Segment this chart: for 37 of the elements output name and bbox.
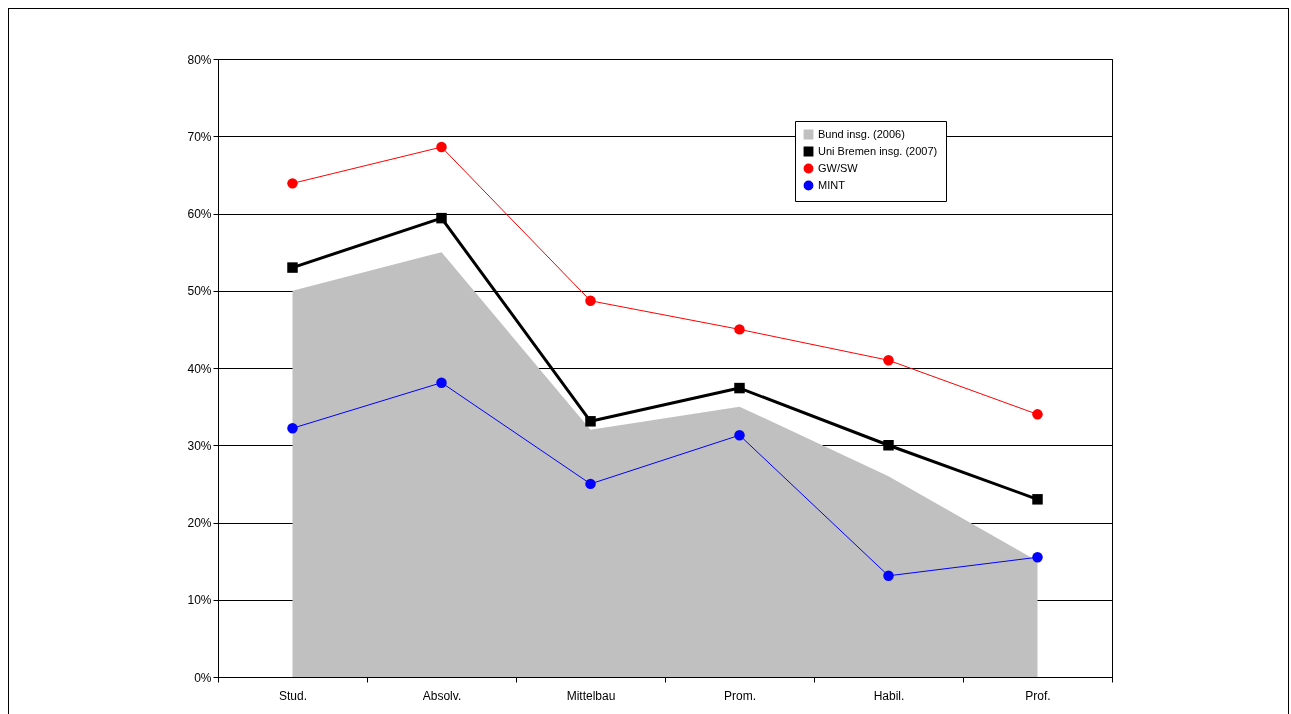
legend-label: MINT bbox=[818, 178, 846, 191]
point bbox=[287, 178, 298, 189]
point bbox=[1032, 552, 1043, 563]
y-tick-label: 10% bbox=[187, 593, 212, 608]
point bbox=[1032, 494, 1043, 505]
x-tick-label: Absolv. bbox=[422, 688, 462, 703]
y-tick-label: 80% bbox=[187, 52, 212, 67]
y-tick-label: 30% bbox=[187, 438, 212, 453]
legend-label: Bund insg. (2006) bbox=[818, 127, 905, 140]
y-tick-label: 40% bbox=[187, 361, 212, 376]
point bbox=[585, 416, 596, 427]
point bbox=[734, 324, 745, 335]
x-tick-label: Prof. bbox=[1025, 688, 1051, 703]
point bbox=[883, 570, 894, 582]
x-tick-label: Mittelbau bbox=[566, 688, 616, 703]
point bbox=[287, 423, 298, 434]
x-tick-label: Prom. bbox=[723, 688, 757, 703]
legend-label: GW/SW bbox=[818, 161, 859, 174]
y-tick-label: 60% bbox=[187, 207, 212, 221]
point bbox=[436, 212, 447, 224]
point bbox=[436, 377, 447, 388]
x-tick-label: Habil. bbox=[873, 688, 905, 703]
point bbox=[585, 478, 596, 490]
y-tick-label: 70% bbox=[187, 129, 212, 144]
y-tick-label: 50% bbox=[187, 284, 212, 299]
y-tick-label: 20% bbox=[187, 516, 212, 530]
point bbox=[436, 141, 447, 153]
point bbox=[734, 382, 745, 394]
legend-label: Uni Bremen insg. (2007) bbox=[818, 144, 938, 157]
x-tick-label: Stud. bbox=[278, 688, 308, 703]
point bbox=[883, 440, 894, 451]
point bbox=[734, 429, 745, 441]
point bbox=[287, 262, 298, 273]
point bbox=[585, 295, 596, 307]
point bbox=[1032, 409, 1043, 420]
y-tick-label: 0% bbox=[194, 670, 212, 685]
point bbox=[883, 355, 894, 366]
